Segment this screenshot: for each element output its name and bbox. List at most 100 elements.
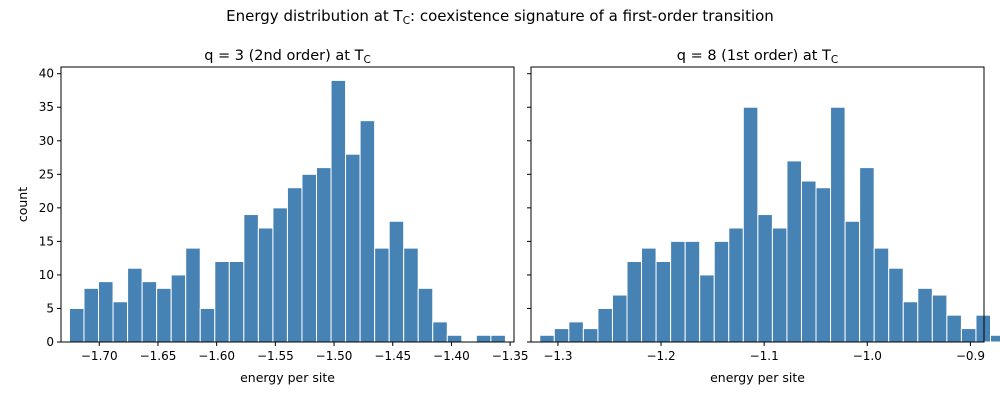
- bar: [743, 107, 758, 342]
- x-tick-label: −1.45: [374, 349, 411, 363]
- x-axis-label: energy per site: [710, 370, 805, 385]
- suptitle-main: Energy distribution at T: [226, 7, 403, 25]
- bar: [903, 302, 918, 342]
- bar: [685, 241, 700, 342]
- x-tick-label: −1.1: [750, 349, 779, 363]
- bar: [258, 228, 273, 342]
- y-tick-label: 35: [39, 100, 54, 114]
- x-axis-label: energy per site: [240, 370, 335, 385]
- bar: [287, 188, 302, 342]
- bar: [171, 275, 186, 342]
- bars: [69, 80, 505, 342]
- x-tick-label: −1.0: [853, 349, 882, 363]
- bar: [200, 308, 215, 342]
- bar: [758, 215, 773, 342]
- bar: [671, 241, 686, 342]
- x-tick-label: −1.35: [492, 349, 529, 363]
- bar: [229, 262, 244, 342]
- bar: [142, 282, 157, 342]
- bar: [157, 288, 172, 342]
- y-tick-label: 0: [46, 335, 54, 349]
- figure-suptitle: Energy distribution at TC: coexistence s…: [226, 7, 774, 27]
- bar: [947, 315, 962, 342]
- y-axis-label: count: [15, 187, 30, 222]
- bar: [113, 302, 128, 342]
- bar: [583, 329, 598, 342]
- bar: [642, 248, 657, 342]
- axes-title: q = 8 (1st order) at TC: [677, 48, 838, 66]
- bar: [273, 208, 288, 342]
- bar: [554, 329, 569, 342]
- bar: [69, 308, 84, 342]
- bar: [729, 228, 744, 342]
- bar: [787, 161, 802, 342]
- y-tick-label: 25: [39, 167, 54, 181]
- y-tick-label: 20: [39, 201, 54, 215]
- axes-title-subscript: C: [363, 54, 370, 66]
- bar: [831, 107, 846, 342]
- bar: [656, 262, 671, 342]
- bar: [418, 288, 433, 342]
- x-tick-label: −1.55: [257, 349, 294, 363]
- bar: [889, 268, 904, 342]
- bar: [346, 154, 361, 342]
- bar: [816, 188, 831, 342]
- bar: [598, 308, 613, 342]
- bar: [128, 268, 143, 342]
- bar: [302, 174, 317, 342]
- bar: [491, 335, 506, 342]
- bars: [540, 107, 1000, 342]
- histogram-q8: −1.3 −1.2 −1.1 −1.0 −0.9 q = 8 (1st order) at…: [527, 48, 1000, 385]
- x-tick-label: −1.65: [140, 349, 177, 363]
- x-tick-label: −1.50: [316, 349, 353, 363]
- bar: [99, 282, 114, 342]
- suptitle-rest: : coexistence signature of a first-order…: [410, 7, 774, 25]
- bar: [976, 315, 991, 342]
- bar: [476, 335, 491, 342]
- bar: [700, 275, 715, 342]
- histogram-q3: −1.70 −1.65 −1.60 −1.55 −1.50 −1.45 −1.40 −1.35…: [15, 48, 529, 385]
- bar: [540, 335, 555, 342]
- y-tick-label: 10: [39, 268, 54, 282]
- bar: [961, 329, 976, 342]
- y-tick-label: 40: [39, 67, 54, 81]
- bar: [627, 262, 642, 342]
- y-tick-label: 15: [39, 234, 54, 248]
- bar: [389, 221, 404, 342]
- bar: [84, 288, 99, 342]
- bar: [569, 322, 584, 342]
- bar: [801, 181, 816, 342]
- x-tick-label: −1.3: [543, 349, 572, 363]
- bar: [215, 262, 230, 342]
- x-tick-label: −0.9: [956, 349, 985, 363]
- bar: [447, 335, 462, 342]
- y-tick-label: 5: [46, 301, 54, 315]
- bar: [860, 168, 875, 342]
- bar: [186, 248, 201, 342]
- bar: [991, 335, 1000, 342]
- x-tick-label: −1.40: [433, 349, 470, 363]
- axes-title-subscript: C: [831, 54, 838, 66]
- x-tick-label: −1.70: [81, 349, 118, 363]
- bar: [845, 221, 860, 342]
- bar: [433, 322, 448, 342]
- bar: [360, 121, 375, 342]
- bar: [404, 248, 419, 342]
- bar: [331, 80, 346, 342]
- axes-title-main: q = 8 (1st order) at T: [677, 48, 831, 64]
- axes-title: q = 3 (2nd order) at TC: [204, 48, 371, 66]
- bar: [932, 295, 947, 342]
- bar: [612, 295, 627, 342]
- bar: [375, 248, 390, 342]
- bar: [714, 241, 729, 342]
- bar: [772, 228, 787, 342]
- x-tick-label: −1.2: [646, 349, 675, 363]
- bar: [317, 168, 332, 342]
- axes-title-main: q = 3 (2nd order) at T: [204, 48, 363, 64]
- suptitle-subscript: C: [403, 15, 410, 27]
- bar: [918, 288, 933, 342]
- bar: [244, 215, 259, 342]
- x-tick-label: −1.60: [198, 349, 235, 363]
- bar: [874, 248, 889, 342]
